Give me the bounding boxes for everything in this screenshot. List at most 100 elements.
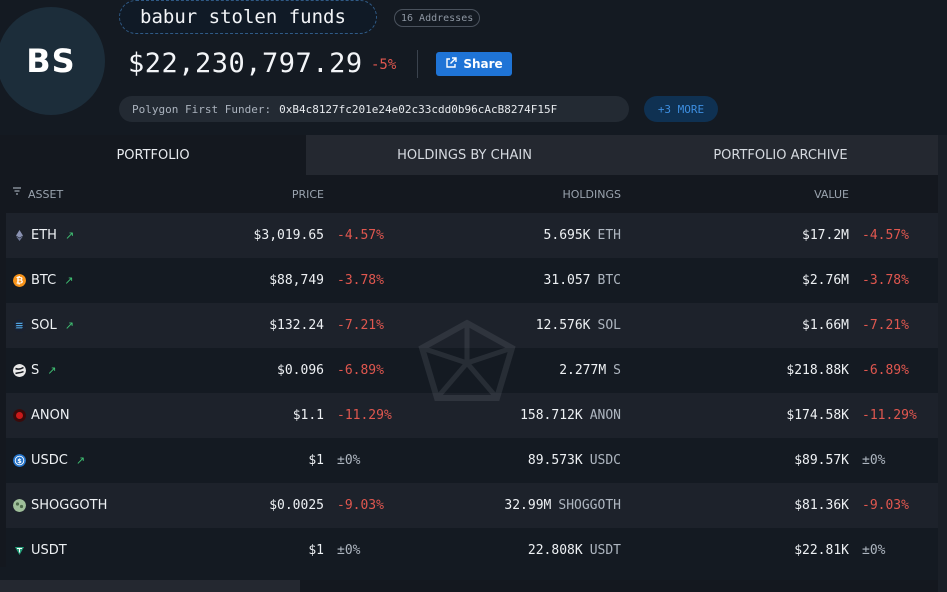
portfolio-tabs: PORTFOLIO HOLDINGS BY CHAIN PORTFOLIO AR… bbox=[0, 135, 938, 175]
table-row[interactable]: USDT $1 ±0% 22.808K USDT $22.81K ±0% bbox=[6, 528, 938, 573]
tab-portfolio-archive[interactable]: PORTFOLIO ARCHIVE bbox=[623, 135, 938, 175]
asset-value: $1.66M bbox=[802, 318, 849, 333]
column-holdings[interactable]: HOLDINGS bbox=[562, 188, 621, 201]
anon-icon bbox=[13, 409, 26, 422]
asset-value-change: -7.21% bbox=[862, 318, 909, 333]
asset-value-change: -3.78% bbox=[862, 273, 909, 288]
asset-price: $0.096 bbox=[277, 363, 324, 378]
entity-name-text: babur stolen funds bbox=[140, 6, 346, 28]
asset-value-change: -11.29% bbox=[862, 408, 917, 423]
more-addresses-button[interactable]: +3 MORE bbox=[644, 96, 718, 122]
asset-value-change: -6.89% bbox=[862, 363, 909, 378]
asset-value: $81.36K bbox=[794, 498, 849, 513]
asset-value: $17.2M bbox=[802, 228, 849, 243]
address-count-text: 16 Addresses bbox=[401, 12, 474, 24]
asset-price: $132.24 bbox=[269, 318, 324, 333]
table-row[interactable]: ETH ↗ $3,019.65 -4.57% 5.695K ETH $17.2M -… bbox=[6, 213, 938, 258]
trend-icon: ↗ bbox=[75, 454, 86, 467]
avatar-initials: BS bbox=[26, 42, 76, 80]
asset-table-body: ETH ↗ $3,019.65 -4.57% 5.695K ETH $17.2M -… bbox=[6, 213, 938, 573]
table-row[interactable]: SOL ↗ $132.24 -7.21% 12.576K SOL $1.66M -7… bbox=[6, 303, 938, 348]
address-count-badge[interactable]: 16 Addresses bbox=[394, 9, 481, 27]
asset-price-change: -9.03% bbox=[337, 498, 384, 513]
asset-price: $1.1 bbox=[292, 408, 324, 423]
table-row[interactable]: S ↗ $0.096 -6.89% 2.277M S $218.88K -6.89% bbox=[6, 348, 938, 393]
asset-symbol[interactable]: SOL ↗ bbox=[31, 318, 74, 333]
asset-symbol[interactable]: SHOGGOTH bbox=[31, 498, 108, 513]
asset-price-change: -3.78% bbox=[337, 273, 384, 288]
tab-portfolio[interactable]: PORTFOLIO bbox=[0, 135, 306, 175]
table-row[interactable]: ANON $1.1 -11.29% 158.712K ANON $174.58K … bbox=[6, 393, 938, 438]
asset-price: $3,019.65 bbox=[253, 228, 324, 243]
asset-price: $1 bbox=[308, 453, 324, 468]
usdt-icon bbox=[15, 547, 24, 555]
asset-value-change: -4.57% bbox=[862, 228, 909, 243]
asset-price-change: -4.57% bbox=[337, 228, 384, 243]
header-divider bbox=[417, 50, 418, 78]
portfolio-panel: PORTFOLIO HOLDINGS BY CHAIN PORTFOLIO AR… bbox=[0, 135, 938, 573]
entity-name: babur stolen funds bbox=[119, 0, 377, 34]
total-change: -5% bbox=[371, 57, 397, 73]
sonic-icon bbox=[13, 364, 26, 377]
asset-price: $1 bbox=[308, 543, 324, 558]
asset-symbol[interactable]: USDT bbox=[31, 543, 67, 558]
first-funder-address[interactable]: 0xB4c8127fc201e24e02c33cdd0b96cAcB8274F1… bbox=[279, 102, 558, 116]
column-price[interactable]: PRICE bbox=[291, 188, 324, 201]
page-scrollbar[interactable] bbox=[938, 135, 947, 592]
asset-symbol[interactable]: USDC ↗ bbox=[31, 453, 86, 468]
asset-holdings: 89.573K USDC bbox=[527, 453, 621, 468]
asset-holdings: 31.057 BTC bbox=[543, 273, 621, 288]
asset-price-change: -7.21% bbox=[337, 318, 384, 333]
table-row[interactable]: ₿ BTC ↗ $88,749 -3.78% 31.057 BTC $2.76M -… bbox=[6, 258, 938, 303]
asset-symbol[interactable]: ETH ↗ bbox=[31, 228, 75, 243]
asset-value-change: ±0% bbox=[862, 453, 886, 468]
usdc-icon: $ bbox=[13, 454, 26, 467]
trend-icon: ↗ bbox=[47, 364, 57, 377]
asset-price-change: -6.89% bbox=[337, 363, 384, 378]
trend-icon: ↗ bbox=[64, 274, 74, 287]
asset-value: $174.58K bbox=[786, 408, 849, 423]
asset-price-change: -11.29% bbox=[337, 408, 392, 423]
asset-holdings: 22.808K USDT bbox=[527, 543, 621, 558]
asset-price-change: ±0% bbox=[337, 543, 361, 558]
asset-holdings: 5.695K ETH bbox=[543, 228, 621, 243]
asset-symbol[interactable]: BTC ↗ bbox=[31, 273, 74, 288]
entity-avatar: BS bbox=[0, 7, 105, 115]
share-label: Share bbox=[463, 57, 503, 71]
first-funder-pill[interactable]: Polygon First Funder: 0xB4c8127fc201e24e… bbox=[119, 96, 629, 122]
asset-value-change: -9.03% bbox=[862, 498, 909, 513]
filter-icon[interactable] bbox=[12, 186, 22, 199]
asset-holdings: 158.712K ANON bbox=[520, 408, 621, 423]
table-header: ASSET PRICE HOLDINGS VALUE bbox=[6, 175, 938, 213]
asset-holdings: 12.576K SOL bbox=[535, 318, 621, 333]
btc-icon: ₿ bbox=[13, 274, 26, 287]
tab-holdings-by-chain[interactable]: HOLDINGS BY CHAIN bbox=[306, 135, 623, 175]
asset-holdings: 32.99M SHOGGOTH bbox=[504, 498, 621, 513]
asset-price-change: ±0% bbox=[337, 453, 361, 468]
sol-icon bbox=[13, 319, 26, 332]
asset-symbol[interactable]: S ↗ bbox=[31, 363, 57, 378]
column-value[interactable]: VALUE bbox=[814, 188, 849, 201]
first-funder-label: Polygon First Funder: bbox=[132, 102, 272, 116]
asset-price: $88,749 bbox=[269, 273, 324, 288]
asset-value: $89.57K bbox=[794, 453, 849, 468]
asset-price: $0.0025 bbox=[269, 498, 324, 513]
svg-text:$: $ bbox=[17, 457, 22, 465]
asset-value-change: ±0% bbox=[862, 543, 886, 558]
total-value: $22,230,797.29 bbox=[128, 48, 363, 79]
table-row[interactable]: $ USDC ↗ $1 ±0% 89.573K USDC $89.57K ±0% bbox=[6, 438, 938, 483]
table-row[interactable]: SHOGGOTH $0.0025 -9.03% 32.99M SHOGGOTH $… bbox=[6, 483, 938, 528]
shoggoth-icon bbox=[13, 499, 26, 512]
share-button[interactable]: Share bbox=[436, 52, 512, 76]
asset-symbol[interactable]: ANON bbox=[31, 408, 70, 423]
trend-icon: ↗ bbox=[64, 319, 74, 332]
column-asset[interactable]: ASSET bbox=[28, 188, 64, 201]
share-icon bbox=[445, 56, 458, 72]
asset-value: $218.88K bbox=[786, 363, 849, 378]
asset-value: $22.81K bbox=[794, 543, 849, 558]
more-addresses-label: +3 MORE bbox=[657, 102, 705, 116]
secondary-panel-edge bbox=[300, 580, 938, 592]
asset-holdings: 2.277M S bbox=[559, 363, 621, 378]
trend-icon: ↗ bbox=[64, 229, 75, 242]
asset-value: $2.76M bbox=[802, 273, 849, 288]
